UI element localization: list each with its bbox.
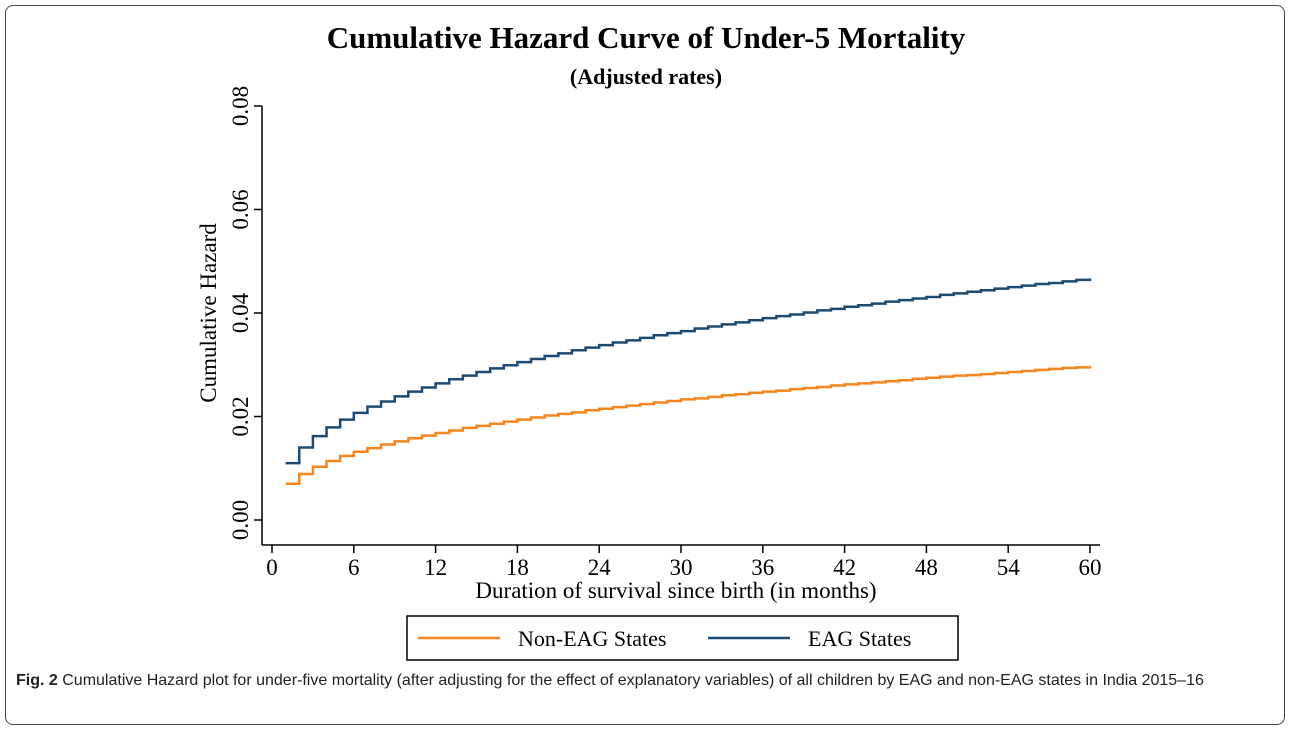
- y-tick-label: 0.08: [228, 86, 253, 126]
- x-tick-label: 6: [348, 555, 360, 580]
- x-tick-label: 60: [1079, 555, 1102, 580]
- chart: Cumulative Hazard Curve of Under-5 Morta…: [196, 20, 1102, 661]
- figure-frame: [5, 5, 1285, 725]
- legend-label: Non-EAG States: [518, 626, 666, 651]
- x-tick-label: 48: [915, 555, 938, 580]
- x-tick-label: 42: [833, 555, 856, 580]
- y-tick-label: 0.06: [228, 189, 253, 229]
- y-tick-label: 0.04: [228, 292, 253, 333]
- chart-title: Cumulative Hazard Curve of Under-5 Morta…: [327, 20, 966, 55]
- x-tick-label: 12: [424, 555, 447, 580]
- x-tick-label: 36: [751, 555, 774, 580]
- legend-box: [406, 615, 959, 661]
- chart-subtitle: (Adjusted rates): [570, 64, 722, 89]
- x-axis-label: Duration of survival since birth (in mon…: [475, 578, 876, 603]
- x-tick-label: 54: [997, 555, 1021, 580]
- x-tick-label: 30: [670, 555, 693, 580]
- step-line: [285, 366, 1092, 486]
- x-tick-label: 18: [506, 555, 529, 580]
- legend-label: EAG States: [808, 626, 911, 651]
- y-axis-label: Cumulative Hazard: [196, 223, 221, 403]
- caption-text: Cumulative Hazard plot for under-five mo…: [62, 672, 1204, 689]
- x-tick-label: 0: [266, 555, 278, 580]
- caption: Fig. 2 Cumulative Hazard plot for under-…: [16, 670, 1278, 692]
- y-tick-label: 0.00: [228, 500, 253, 540]
- x-tick-label: 24: [588, 555, 612, 580]
- y-tick-label: 0.02: [228, 396, 253, 436]
- caption-label: Fig. 2: [16, 672, 58, 689]
- step-line: [285, 278, 1092, 465]
